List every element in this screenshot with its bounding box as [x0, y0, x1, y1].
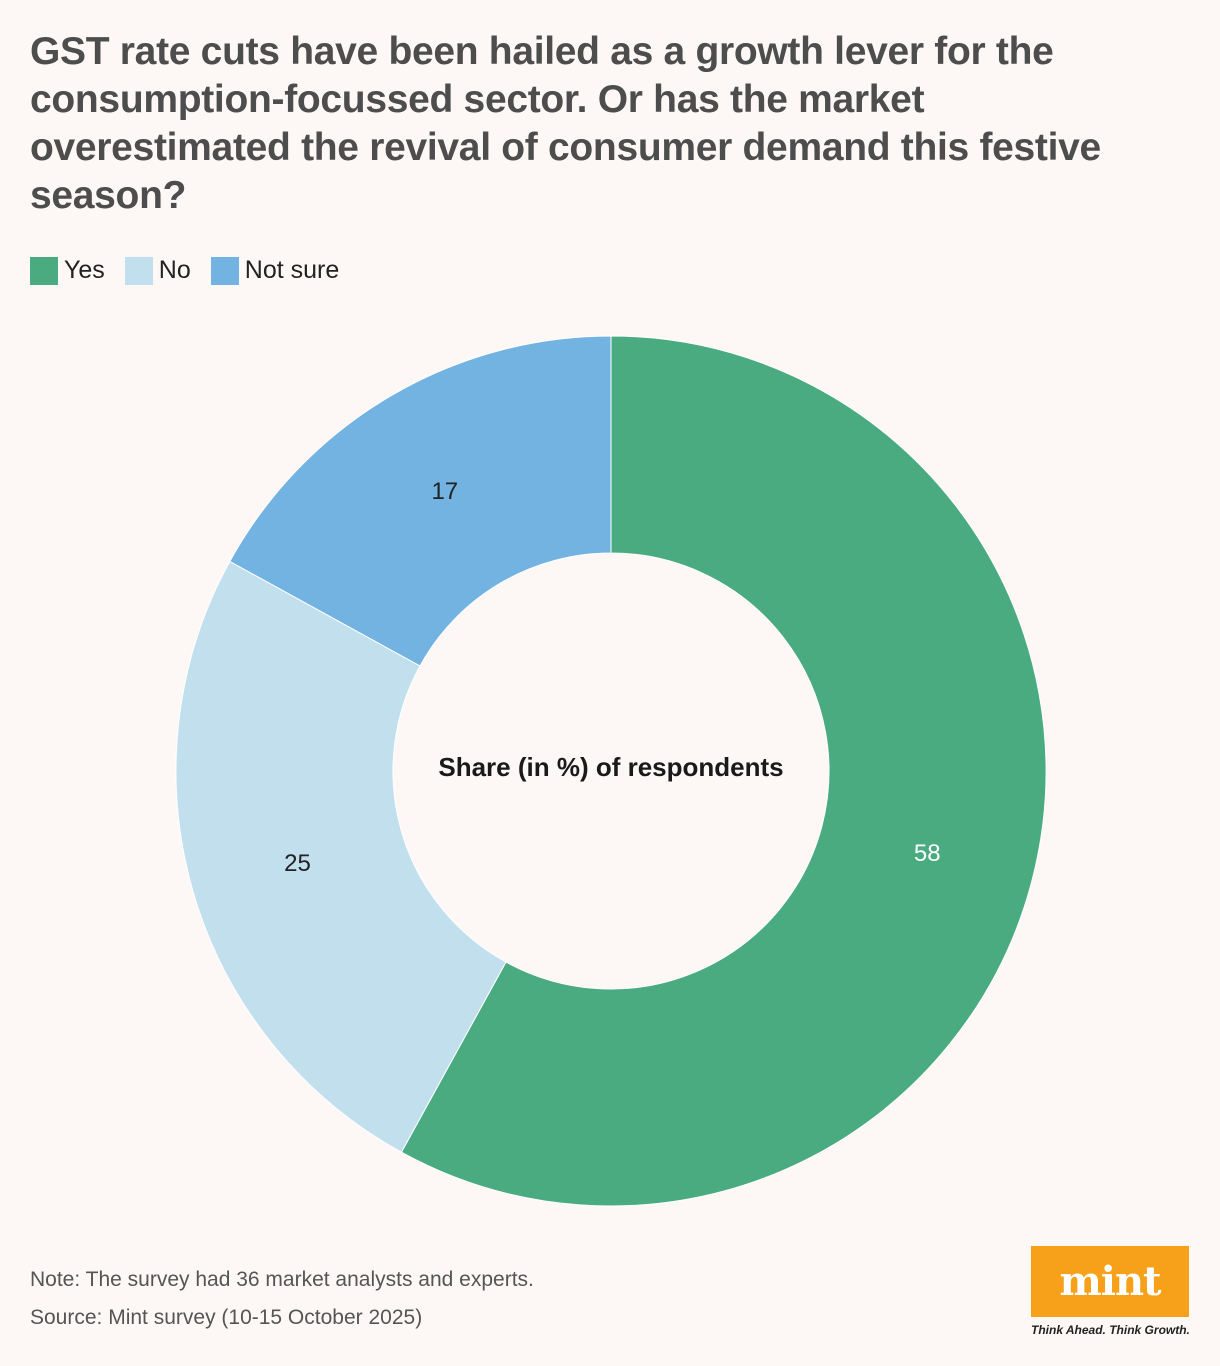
mint-logo: mint [1031, 1246, 1189, 1317]
logo-text: mint [1059, 1258, 1161, 1305]
slice-no [175, 560, 507, 1153]
legend-swatch-not-sure [210, 256, 239, 285]
legend-label-not-sure: Not sure [244, 256, 340, 284]
legend-swatch-no [124, 256, 153, 285]
data-label-not-sure: 17 [431, 478, 458, 505]
legend-label-no: No [158, 256, 191, 284]
slice-not-sure [229, 335, 612, 667]
data-label-yes: 58 [914, 840, 941, 867]
legend: Yes No Not sure [30, 256, 339, 285]
footer-source: Source: Mint survey (10-15 October 2025) [30, 1306, 423, 1329]
legend-item-not-sure: Not sure [210, 256, 340, 285]
legend-item-yes: Yes [30, 256, 105, 285]
center-label: Share (in %) of respondents [438, 752, 783, 782]
logo-tagline: Think Ahead. Think Growth. [1031, 1323, 1190, 1337]
legend-swatch-yes [30, 256, 58, 285]
slice-yes [400, 335, 1047, 1207]
data-label-no: 25 [284, 850, 311, 877]
chart-title: GST rate cuts have been hailed as a grow… [30, 30, 1101, 217]
legend-item-no: No [124, 256, 191, 285]
footer-note: Note: The survey had 36 market analysts … [30, 1268, 534, 1291]
legend-label-yes: Yes [64, 256, 105, 284]
